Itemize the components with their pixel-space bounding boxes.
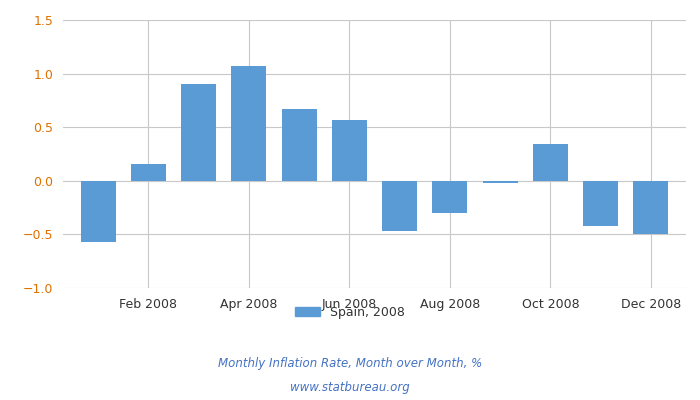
Bar (80, 181, 116, 242)
Legend: Spain, 2008: Spain, 2008 (290, 301, 410, 324)
Bar (583, 181, 618, 226)
Bar (634, 181, 668, 234)
Bar (231, 66, 267, 181)
Bar (281, 109, 316, 181)
Bar (131, 164, 166, 181)
Bar (433, 181, 468, 213)
Text: Monthly Inflation Rate, Month over Month, %: Monthly Inflation Rate, Month over Month… (218, 358, 482, 370)
Bar (382, 181, 417, 231)
Bar (332, 120, 367, 181)
Text: www.statbureau.org: www.statbureau.org (290, 382, 410, 394)
Bar (533, 144, 568, 181)
Bar (482, 181, 518, 183)
Bar (181, 84, 216, 181)
